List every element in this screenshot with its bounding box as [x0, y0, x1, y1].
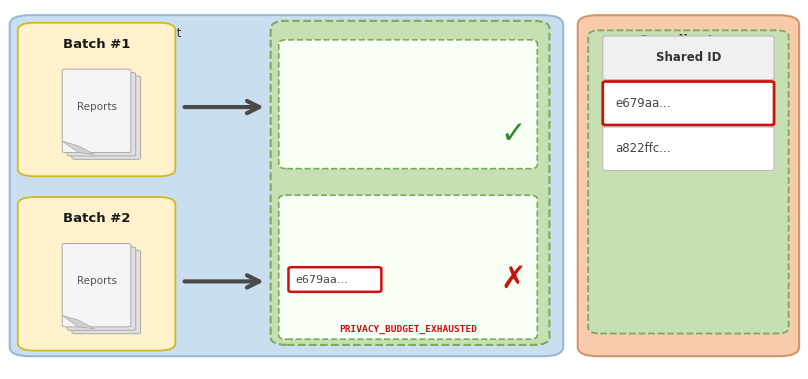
Text: a822ffc...: a822ffc...	[615, 142, 671, 155]
Text: Shared ID: Shared ID	[656, 51, 721, 64]
FancyBboxPatch shape	[72, 250, 141, 334]
FancyBboxPatch shape	[279, 40, 537, 169]
Text: Batch #2: Shared IDs: Batch #2: Shared IDs	[291, 210, 424, 220]
Polygon shape	[62, 315, 95, 329]
Text: e679aa...: e679aa...	[291, 89, 343, 99]
Text: Ad-tech Cloud Environment: Ad-tech Cloud Environment	[19, 27, 182, 39]
Text: Batch #2: Batch #2	[63, 212, 130, 225]
Text: Reports: Reports	[77, 102, 116, 112]
Text: aa5347...: aa5347...	[291, 244, 343, 254]
FancyBboxPatch shape	[67, 247, 136, 330]
FancyBboxPatch shape	[603, 81, 774, 125]
Text: PRIVACY_BUDGET_EXHAUSTED: PRIVACY_BUDGET_EXHAUSTED	[339, 324, 477, 334]
FancyBboxPatch shape	[578, 15, 799, 356]
Text: Reports: Reports	[77, 276, 116, 287]
FancyBboxPatch shape	[10, 15, 563, 356]
Text: Batch #1: Batch #1	[63, 38, 130, 51]
Text: ✓: ✓	[500, 120, 526, 149]
FancyBboxPatch shape	[279, 195, 537, 339]
FancyBboxPatch shape	[72, 76, 141, 159]
Polygon shape	[62, 141, 95, 155]
FancyBboxPatch shape	[18, 197, 175, 351]
FancyBboxPatch shape	[67, 73, 136, 156]
FancyBboxPatch shape	[603, 36, 774, 80]
Text: Privacy Budget: Privacy Budget	[632, 51, 745, 64]
Text: a822ffc...: a822ffc...	[291, 116, 344, 125]
Text: e679aa...: e679aa...	[615, 97, 671, 110]
FancyBboxPatch shape	[603, 127, 774, 171]
Text: Batch #1: Shared IDs: Batch #1: Shared IDs	[291, 55, 424, 65]
FancyBboxPatch shape	[62, 244, 131, 327]
Text: e679aa...: e679aa...	[295, 274, 347, 285]
FancyBboxPatch shape	[271, 21, 549, 345]
FancyBboxPatch shape	[18, 23, 175, 176]
Text: Aggregation Service: Aggregation Service	[330, 40, 490, 54]
Text: ✗: ✗	[500, 265, 526, 294]
FancyBboxPatch shape	[588, 30, 789, 334]
FancyBboxPatch shape	[62, 69, 131, 152]
FancyBboxPatch shape	[288, 267, 381, 292]
Text: Coordinators: Coordinators	[638, 34, 739, 48]
